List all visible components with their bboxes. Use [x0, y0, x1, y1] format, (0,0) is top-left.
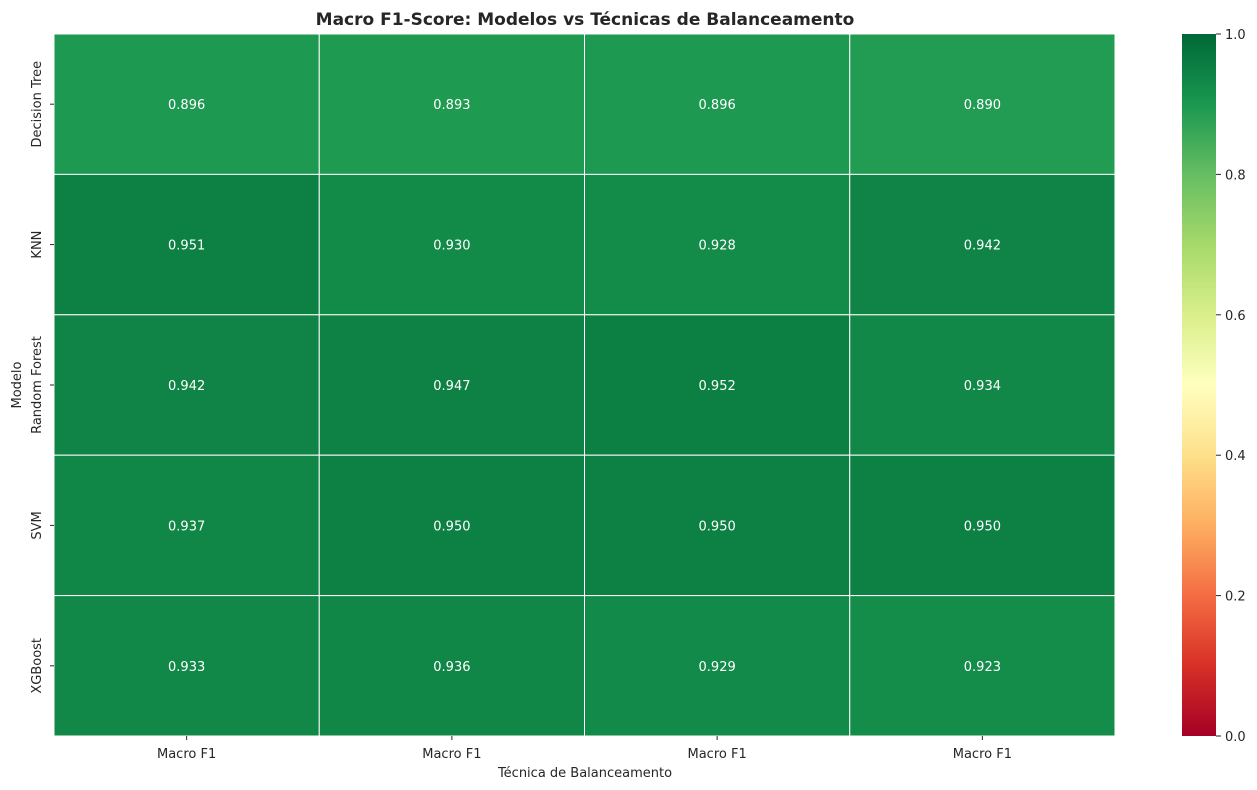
- heatmap-cell: [318, 173, 585, 316]
- y-tick-label: Random Forest: [30, 336, 45, 434]
- cell-value-label: 0.893: [433, 98, 470, 113]
- x-tick-label: Macro F1: [157, 747, 216, 762]
- heatmap-cell: [849, 173, 1116, 316]
- heatmap-cell: [53, 454, 320, 597]
- colorbar-tick-label: 0.8: [1225, 168, 1246, 183]
- heatmap-cell: [849, 595, 1116, 737]
- cell-value-label: 0.942: [168, 379, 205, 394]
- cell-value-label: 0.952: [699, 379, 736, 394]
- cell-value-label: 0.933: [168, 660, 205, 675]
- x-tick-label: Macro F1: [422, 747, 481, 762]
- cell-value-label: 0.942: [964, 239, 1001, 254]
- cell-value-label: 0.950: [699, 519, 736, 534]
- y-tick-label: KNN: [30, 231, 45, 259]
- cell-value-label: 0.929: [699, 660, 736, 675]
- x-tick-label: Macro F1: [953, 747, 1012, 762]
- heatmap-cell: [849, 454, 1116, 597]
- heatmap-cell: [318, 314, 585, 456]
- x-tick-labels: Macro F1 Macro F1 Macro F1 Macro F1: [157, 736, 1012, 762]
- heatmap-cell: [849, 33, 1116, 175]
- colorbar-tick-label: 0.2: [1225, 590, 1246, 605]
- cell-value-label: 0.934: [964, 379, 1001, 394]
- cell-value-label: 0.923: [964, 660, 1001, 675]
- colorbar-ticks: 0.0 0.2 0.4 0.6 0.8 1.0: [1216, 28, 1246, 745]
- heatmap-cell: [53, 595, 320, 737]
- x-tick-label: Macro F1: [688, 747, 747, 762]
- y-tick-label: SVM: [30, 511, 45, 539]
- y-tick-labels: Decision Tree KNN Random Forest SVM XGBoost: [30, 61, 54, 694]
- heatmap-cell: [849, 314, 1116, 456]
- cell-value-label: 0.937: [168, 519, 205, 534]
- cell-value-label: 0.951: [168, 239, 205, 254]
- x-axis-label: Técnica de Balanceamento: [497, 766, 672, 781]
- y-tick-label: Decision Tree: [30, 61, 45, 148]
- cell-value-label: 0.947: [433, 379, 470, 394]
- cell-value-label: 0.936: [433, 660, 470, 675]
- heatmap-cell: [584, 33, 851, 175]
- y-tick-label: XGBoost: [30, 638, 45, 694]
- heatmap-annotations: 0.896 0.893 0.896 0.890 0.951 0.930 0.928 0.942…: [168, 98, 1001, 675]
- heatmap-cell: [53, 173, 320, 316]
- heatmap-cell: [584, 595, 851, 737]
- cell-value-label: 0.950: [433, 519, 470, 534]
- cell-value-label: 0.950: [964, 519, 1001, 534]
- colorbar-tick-label: 0.4: [1225, 449, 1246, 464]
- heatmap-cell: [584, 454, 851, 597]
- heatmap-cell: [318, 454, 585, 597]
- cell-value-label: 0.928: [699, 239, 736, 254]
- chart-title: Macro F1-Score: Modelos vs Técnicas de B…: [316, 10, 855, 30]
- heatmap-cell: [318, 33, 585, 175]
- cell-value-label: 0.896: [168, 98, 205, 113]
- heatmap-cell: [318, 595, 585, 737]
- colorbar-tick-label: 0.6: [1225, 309, 1246, 324]
- colorbar-tick-label: 1.0: [1225, 28, 1246, 43]
- y-axis-label: Modelo: [10, 361, 25, 408]
- cell-value-label: 0.896: [699, 98, 736, 113]
- colorbar: [1182, 34, 1216, 736]
- cell-value-label: 0.930: [433, 239, 470, 254]
- colorbar-tick-label: 0.0: [1225, 730, 1246, 745]
- cell-value-label: 0.890: [964, 98, 1001, 113]
- heatmap-cell: [53, 33, 320, 175]
- heatmap-cells: [53, 33, 1116, 737]
- heatmap-cell: [584, 173, 851, 316]
